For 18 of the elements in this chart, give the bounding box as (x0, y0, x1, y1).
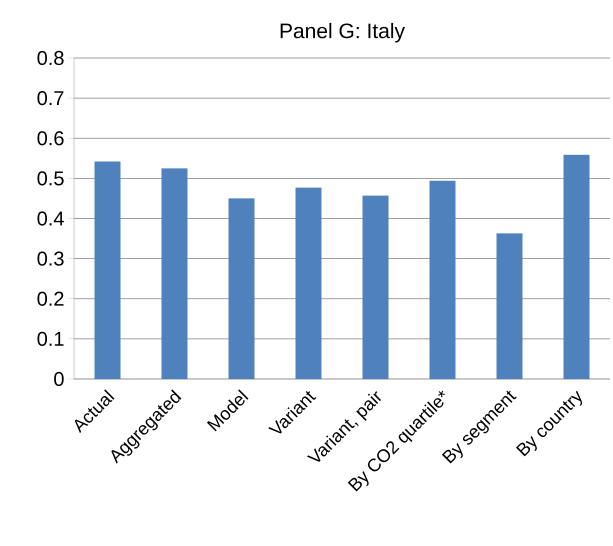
bar (563, 154, 590, 379)
y-tick-label: 0.7 (37, 91, 64, 106)
bar (496, 233, 522, 379)
y-tick-label: 0.8 (37, 50, 64, 66)
bar (228, 198, 255, 379)
bar (296, 188, 322, 379)
bar (362, 196, 388, 379)
y-tick-label: 0.3 (37, 252, 64, 266)
y-tick-label: 0.5 (37, 171, 64, 186)
y-tick-label: 0.2 (37, 292, 64, 306)
bar (162, 168, 188, 379)
bar (94, 162, 121, 379)
y-tick-label: 0 (54, 372, 64, 386)
y-tick-label: 0.1 (37, 332, 64, 346)
y-tick-label: 0.6 (37, 131, 64, 146)
bar (430, 180, 456, 379)
chart-title: Panel G: Italy (280, 22, 405, 42)
y-tick-label: 0.4 (37, 211, 64, 226)
